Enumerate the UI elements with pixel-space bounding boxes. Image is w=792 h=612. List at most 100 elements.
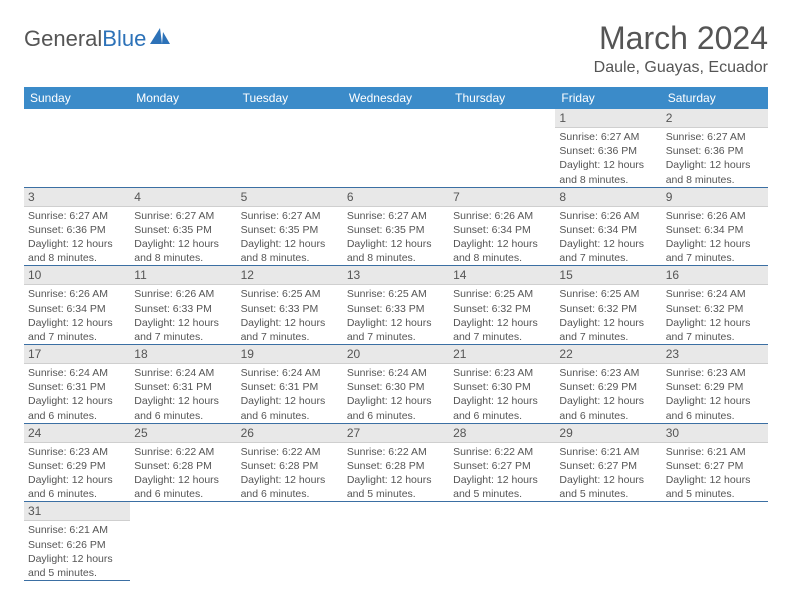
day-number: 22 xyxy=(555,345,661,364)
calendar-cell xyxy=(343,502,449,581)
sunset-line: Sunset: 6:34 PM xyxy=(666,223,764,237)
calendar-cell xyxy=(555,502,661,581)
day-number: 1 xyxy=(555,109,661,128)
day-info: Sunrise: 6:27 AMSunset: 6:35 PMDaylight:… xyxy=(237,207,343,266)
daylight-line: Daylight: 12 hours and 5 minutes. xyxy=(28,552,126,580)
sunrise-line: Sunrise: 6:27 AM xyxy=(666,130,764,144)
weekday-header: Wednesday xyxy=(343,87,449,109)
sail-icon xyxy=(148,28,172,51)
calendar-cell: 15Sunrise: 6:25 AMSunset: 6:32 PMDayligh… xyxy=(555,266,661,345)
daylight-line: Daylight: 12 hours and 7 minutes. xyxy=(241,316,339,344)
day-info: Sunrise: 6:25 AMSunset: 6:32 PMDaylight:… xyxy=(449,285,555,344)
location-label: Daule, Guayas, Ecuador xyxy=(594,59,768,77)
calendar-row: 10Sunrise: 6:26 AMSunset: 6:34 PMDayligh… xyxy=(24,266,768,345)
month-title: March 2024 xyxy=(594,20,768,57)
sunrise-line: Sunrise: 6:27 AM xyxy=(28,209,126,223)
day-number: 4 xyxy=(130,188,236,207)
sunset-line: Sunset: 6:27 PM xyxy=(559,459,657,473)
sunrise-line: Sunrise: 6:23 AM xyxy=(28,445,126,459)
sunrise-line: Sunrise: 6:24 AM xyxy=(666,287,764,301)
day-number: 12 xyxy=(237,266,343,285)
sunrise-line: Sunrise: 6:26 AM xyxy=(28,287,126,301)
day-number: 14 xyxy=(449,266,555,285)
sunset-line: Sunset: 6:35 PM xyxy=(241,223,339,237)
day-info: Sunrise: 6:24 AMSunset: 6:31 PMDaylight:… xyxy=(24,364,130,423)
day-number: 27 xyxy=(343,424,449,443)
calendar-cell: 20Sunrise: 6:24 AMSunset: 6:30 PMDayligh… xyxy=(343,345,449,424)
day-number: 31 xyxy=(24,502,130,521)
sunrise-line: Sunrise: 6:23 AM xyxy=(453,366,551,380)
day-info: Sunrise: 6:27 AMSunset: 6:36 PMDaylight:… xyxy=(662,128,768,187)
sunset-line: Sunset: 6:36 PM xyxy=(559,144,657,158)
sunrise-line: Sunrise: 6:23 AM xyxy=(559,366,657,380)
day-info: Sunrise: 6:23 AMSunset: 6:29 PMDaylight:… xyxy=(555,364,661,423)
sunset-line: Sunset: 6:34 PM xyxy=(559,223,657,237)
daylight-line: Daylight: 12 hours and 5 minutes. xyxy=(347,473,445,501)
daylight-line: Daylight: 12 hours and 6 minutes. xyxy=(28,394,126,422)
day-info: Sunrise: 6:25 AMSunset: 6:33 PMDaylight:… xyxy=(343,285,449,344)
sunrise-line: Sunrise: 6:22 AM xyxy=(453,445,551,459)
day-number: 3 xyxy=(24,188,130,207)
brand-name-1: General xyxy=(24,26,102,52)
day-number: 20 xyxy=(343,345,449,364)
weekday-header: Thursday xyxy=(449,87,555,109)
sunrise-line: Sunrise: 6:22 AM xyxy=(241,445,339,459)
calendar-cell: 27Sunrise: 6:22 AMSunset: 6:28 PMDayligh… xyxy=(343,423,449,502)
sunrise-line: Sunrise: 6:23 AM xyxy=(666,366,764,380)
calendar-cell: 31Sunrise: 6:21 AMSunset: 6:26 PMDayligh… xyxy=(24,502,130,581)
calendar-row: 24 Sunrise: 6:23 AMSunset: 6:29 PM Dayligh… xyxy=(24,423,768,502)
daylight-line: Daylight: 12 hours and 6 minutes. xyxy=(559,394,657,422)
day-info: Sunrise: 6:24 AMSunset: 6:31 PMDaylight:… xyxy=(237,364,343,423)
calendar-cell: 16Sunrise: 6:24 AMSunset: 6:32 PMDayligh… xyxy=(662,266,768,345)
calendar-row: 1Sunrise: 6:27 AMSunset: 6:36 PMDaylight… xyxy=(24,109,768,187)
calendar-cell xyxy=(24,109,130,187)
sunset-line: Sunset: 6:32 PM xyxy=(453,302,551,316)
calendar-cell xyxy=(449,109,555,187)
day-info: Sunrise: 6:26 AMSunset: 6:34 PMDaylight:… xyxy=(662,207,768,266)
calendar-cell: 8Sunrise: 6:26 AMSunset: 6:34 PMDaylight… xyxy=(555,187,661,266)
sunrise-line: Sunrise: 6:24 AM xyxy=(134,366,232,380)
calendar-cell xyxy=(662,502,768,581)
calendar-cell xyxy=(237,502,343,581)
daylight-line: Daylight: 12 hours and 7 minutes. xyxy=(666,316,764,344)
day-info: Sunrise: 6:26 AMSunset: 6:34 PMDaylight:… xyxy=(555,207,661,266)
sunset-line: Sunset: 6:34 PM xyxy=(28,302,126,316)
daylight-line: Daylight: 12 hours and 7 minutes. xyxy=(134,316,232,344)
calendar-cell: 21Sunrise: 6:23 AMSunset: 6:30 PMDayligh… xyxy=(449,345,555,424)
sunset-line: Sunset: 6:30 PM xyxy=(453,380,551,394)
calendar-cell xyxy=(237,109,343,187)
calendar-cell: 17Sunrise: 6:24 AMSunset: 6:31 PMDayligh… xyxy=(24,345,130,424)
sunset-line: Sunset: 6:36 PM xyxy=(28,223,126,237)
calendar-cell: 30Sunrise: 6:21 AMSunset: 6:27 PMDayligh… xyxy=(662,423,768,502)
calendar-cell: 13Sunrise: 6:25 AMSunset: 6:33 PMDayligh… xyxy=(343,266,449,345)
daylight-line: Daylight: 12 hours and 6 minutes. xyxy=(453,394,551,422)
sunrise-line: Sunrise: 6:26 AM xyxy=(666,209,764,223)
day-number: 30 xyxy=(662,424,768,443)
daylight-line: Daylight: 12 hours and 6 minutes. xyxy=(241,473,339,501)
day-number: 11 xyxy=(130,266,236,285)
daylight-line: Daylight: 12 hours and 5 minutes. xyxy=(666,473,764,501)
daylight-line: Daylight: 12 hours and 7 minutes. xyxy=(666,237,764,265)
day-info: Sunrise: 6:21 AMSunset: 6:27 PMDaylight:… xyxy=(555,443,661,502)
sunrise-line: Sunrise: 6:27 AM xyxy=(347,209,445,223)
calendar-table: SundayMondayTuesdayWednesdayThursdayFrid… xyxy=(24,87,768,581)
day-number: 6 xyxy=(343,188,449,207)
sunset-line: Sunset: 6:35 PM xyxy=(134,223,232,237)
sunrise-line: Sunrise: 6:26 AM xyxy=(453,209,551,223)
daylight-line: Daylight: 12 hours and 6 minutes. xyxy=(666,394,764,422)
daylight-line: Daylight: 12 hours and 7 minutes. xyxy=(347,316,445,344)
day-info: Sunrise: 6:27 AMSunset: 6:36 PMDaylight:… xyxy=(24,207,130,266)
day-number: 24 xyxy=(24,424,130,443)
calendar-row: 17Sunrise: 6:24 AMSunset: 6:31 PMDayligh… xyxy=(24,345,768,424)
sunset-line: Sunset: 6:29 PM xyxy=(28,459,126,473)
sunset-line: Sunset: 6:33 PM xyxy=(134,302,232,316)
day-info: Sunrise: 6:21 AMSunset: 6:27 PMDaylight:… xyxy=(662,443,768,502)
daylight-line: Daylight: 12 hours and 6 minutes. xyxy=(241,394,339,422)
daylight-line: Daylight: 12 hours and 7 minutes. xyxy=(453,316,551,344)
day-info: Sunrise: 6:26 AMSunset: 6:34 PMDaylight:… xyxy=(449,207,555,266)
calendar-cell: 9Sunrise: 6:26 AMSunset: 6:34 PMDaylight… xyxy=(662,187,768,266)
calendar-cell: 19Sunrise: 6:24 AMSunset: 6:31 PMDayligh… xyxy=(237,345,343,424)
sunrise-line: Sunrise: 6:24 AM xyxy=(241,366,339,380)
daylight-line: Daylight: 12 hours and 6 minutes. xyxy=(134,394,232,422)
calendar-cell: 5Sunrise: 6:27 AMSunset: 6:35 PMDaylight… xyxy=(237,187,343,266)
